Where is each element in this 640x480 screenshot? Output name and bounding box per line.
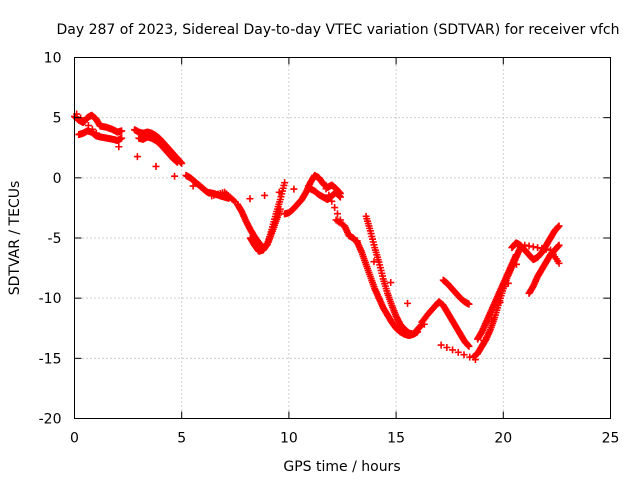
series-arc-c	[131, 126, 186, 167]
data-point	[336, 193, 344, 201]
data-point	[513, 260, 521, 268]
data-point	[437, 341, 445, 349]
y-axis-label: SDTVAR / TECUs	[7, 181, 23, 296]
data-point	[496, 298, 504, 306]
data-point	[246, 195, 254, 203]
data-point	[420, 320, 428, 328]
data-point	[387, 279, 395, 287]
data-point	[480, 336, 488, 344]
data-point	[555, 241, 563, 249]
series-outliers	[73, 110, 563, 364]
x-tick-label: 0	[70, 431, 79, 447]
data-point	[404, 299, 412, 307]
data-points	[71, 110, 563, 364]
data-point	[319, 179, 327, 187]
y-tick-label: 0	[53, 171, 62, 187]
data-point	[118, 134, 126, 142]
series-arc-e	[182, 171, 233, 202]
data-point	[275, 188, 283, 196]
data-point	[118, 127, 126, 135]
data-point	[466, 353, 474, 361]
series-arc-l	[418, 298, 473, 350]
y-tick-label: -15	[39, 351, 62, 367]
x-tick-label: 25	[602, 431, 620, 447]
series-arc-o	[474, 251, 520, 343]
data-point	[333, 210, 341, 218]
axis-ticks	[74, 57, 611, 419]
data-point	[555, 259, 563, 267]
data-point	[471, 356, 479, 364]
data-point	[555, 222, 563, 230]
data-point	[189, 182, 197, 190]
data-point	[465, 342, 473, 350]
data-point	[443, 344, 451, 352]
data-point	[133, 153, 141, 161]
data-point	[529, 243, 537, 251]
data-point	[305, 182, 313, 190]
data-point	[331, 204, 339, 212]
data-point	[173, 158, 181, 166]
data-point	[231, 198, 239, 206]
data-point	[88, 125, 96, 133]
data-point	[152, 162, 160, 170]
data-point	[538, 244, 546, 252]
series-arc-b	[75, 127, 126, 145]
series-arc-m	[439, 276, 473, 308]
y-tick-label: 10	[44, 51, 62, 67]
data-point	[92, 129, 100, 137]
data-point	[414, 328, 422, 336]
x-tick-label: 10	[280, 431, 298, 447]
data-point	[370, 258, 378, 266]
data-point	[353, 237, 361, 245]
y-tick-label: -20	[39, 412, 62, 428]
series-arc-k	[362, 212, 422, 338]
y-tick-label: -5	[48, 231, 62, 247]
data-point	[171, 172, 179, 180]
series-arc-j	[332, 216, 426, 339]
data-point	[115, 143, 123, 151]
data-point	[328, 197, 336, 205]
data-point	[322, 185, 330, 193]
x-tick-labels: 0 5 10 15 20 25	[70, 431, 619, 447]
data-point	[81, 118, 89, 126]
data-point	[281, 179, 289, 187]
data-point	[290, 185, 298, 193]
data-point	[449, 346, 457, 354]
data-point	[521, 241, 529, 249]
series-arc-d	[135, 133, 181, 166]
data-point	[504, 279, 512, 287]
data-point	[465, 300, 473, 308]
x-tick-label: 20	[494, 431, 512, 447]
grid-lines	[74, 57, 611, 419]
data-point	[261, 191, 269, 199]
x-tick-label: 15	[387, 431, 405, 447]
data-point	[96, 133, 104, 141]
y-tick-label: 5	[53, 111, 62, 127]
data-point	[525, 242, 533, 250]
x-tick-label: 5	[177, 431, 186, 447]
y-tick-labels: -20 -15 -10 -5 0 5 10	[39, 51, 62, 428]
data-point	[336, 216, 344, 224]
data-point	[454, 348, 462, 356]
data-point	[512, 251, 520, 259]
data-point	[178, 159, 186, 167]
data-point	[460, 351, 468, 359]
data-point	[542, 245, 550, 253]
data-point	[84, 121, 92, 129]
data-point	[534, 244, 542, 252]
data-point	[488, 317, 496, 325]
chart-title: Day 287 of 2023, Sidereal Day-to-day VTE…	[56, 22, 619, 38]
data-point	[325, 191, 333, 199]
series-arc-g	[246, 179, 289, 255]
y-tick-label: -10	[39, 291, 62, 307]
x-axis-label: GPS time / hours	[283, 459, 400, 475]
